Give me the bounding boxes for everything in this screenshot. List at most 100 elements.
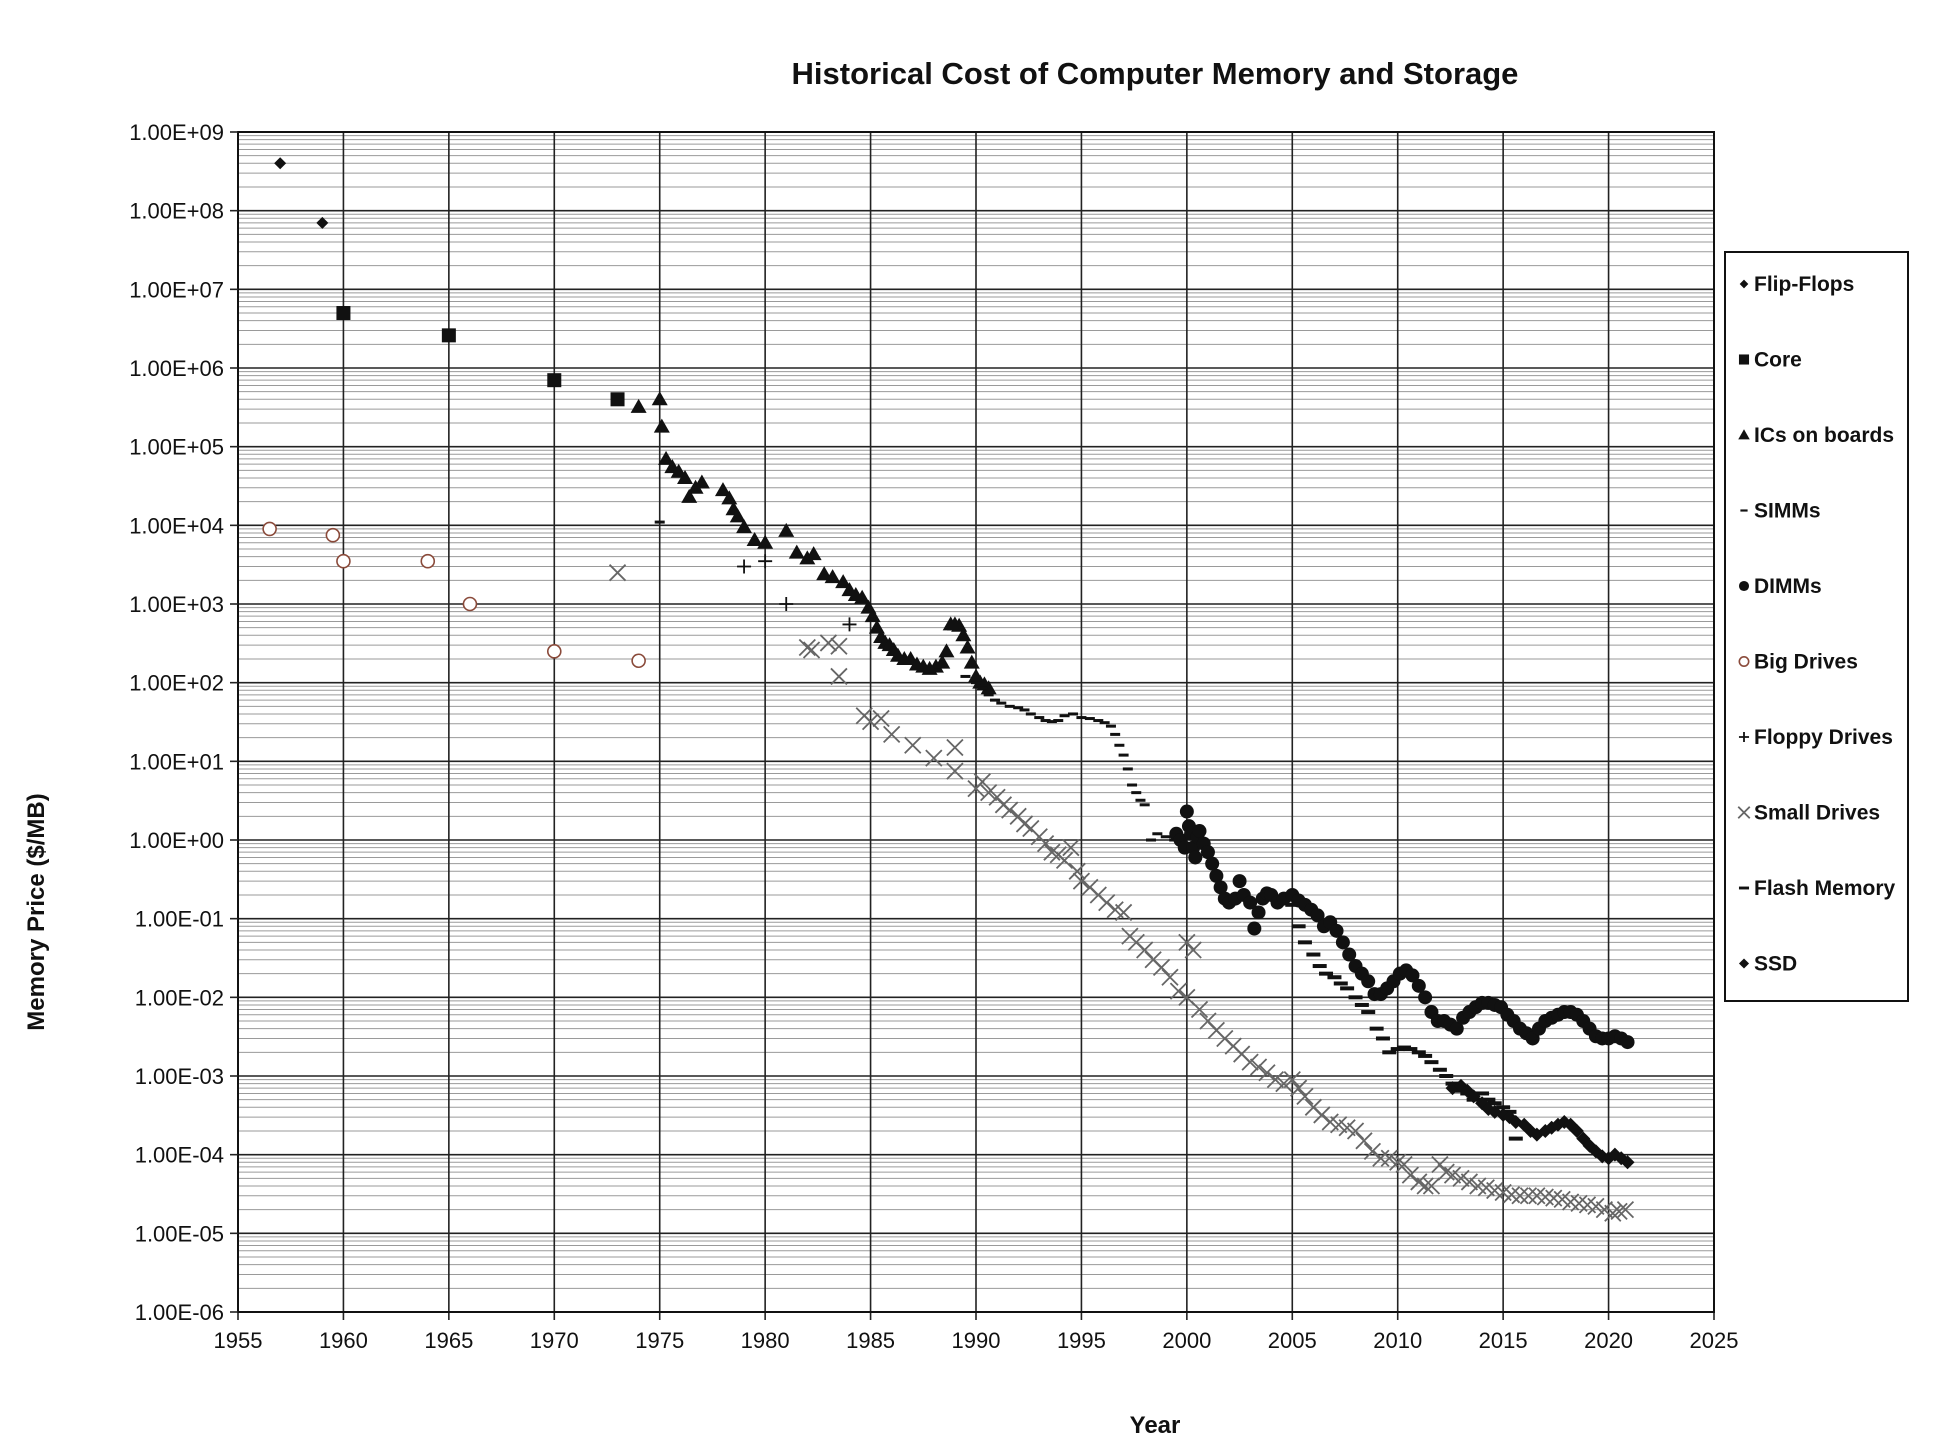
legend-label: SIMMs — [1754, 500, 1821, 523]
data-point — [1160, 835, 1171, 839]
data-point — [835, 574, 852, 589]
data-point — [1179, 804, 1194, 819]
data-point — [721, 490, 738, 505]
y-tick-label: 1.00E+01 — [129, 749, 224, 774]
data-point — [737, 559, 752, 574]
y-axis-label: Memory Price ($/MB) — [23, 793, 50, 1030]
series-simms — [654, 520, 1180, 842]
data-point — [1004, 704, 1015, 708]
x-tick-label: 1955 — [214, 1328, 263, 1353]
data-point — [973, 773, 991, 791]
data-point — [1285, 902, 1300, 907]
data-point — [1127, 783, 1138, 787]
data-point — [959, 639, 976, 654]
data-point — [658, 450, 675, 465]
legend-label: Floppy Drives — [1754, 726, 1893, 749]
x-tick-label: 2015 — [1479, 1328, 1528, 1353]
legend-label: Flip-Flops — [1754, 273, 1854, 296]
data-point — [960, 674, 971, 678]
data-point — [1114, 743, 1125, 747]
data-point — [654, 520, 665, 524]
data-point — [1001, 801, 1019, 819]
y-tick-label: 1.00E+08 — [129, 199, 224, 224]
data-point — [1146, 838, 1157, 842]
data-point — [904, 736, 922, 754]
data-point — [788, 544, 805, 559]
data-point — [798, 638, 816, 657]
data-point — [1738, 580, 1750, 592]
y-tick-label: 1.00E-01 — [135, 907, 224, 932]
series-dimms — [1169, 804, 1635, 1050]
data-point — [1068, 862, 1086, 880]
legend-entry: SIMMs — [1740, 500, 1821, 523]
data-point — [1411, 1050, 1426, 1055]
data-point — [1135, 798, 1146, 802]
data-point — [1422, 1177, 1441, 1195]
data-point — [1432, 1067, 1447, 1072]
data-point — [963, 654, 980, 669]
data-point — [1019, 708, 1030, 712]
data-point — [1062, 838, 1080, 857]
data-point — [1361, 1010, 1376, 1015]
y-tick-label: 1.00E+06 — [129, 356, 224, 381]
data-point — [608, 564, 627, 582]
data-point — [1312, 964, 1327, 969]
data-point — [325, 527, 341, 543]
data-point — [830, 637, 848, 655]
data-point — [980, 784, 998, 802]
data-point — [1604, 1204, 1622, 1222]
data-point — [1152, 832, 1163, 836]
legend: Flip-Flops Core ICs on boards SIMMs DIMMs Big… — [1724, 251, 1909, 1002]
legend-label: Big Drives — [1754, 651, 1858, 674]
legend-label: Small Drives — [1754, 802, 1880, 825]
data-point — [854, 589, 871, 604]
legend-entry: Flash Memory — [1738, 877, 1896, 900]
y-tick-label: 1.00E-06 — [135, 1300, 224, 1325]
data-point — [1536, 1188, 1554, 1206]
legend-box — [1724, 251, 1909, 1002]
data-point — [1291, 924, 1306, 929]
y-tick-label: 1.00E-05 — [135, 1221, 224, 1246]
data-point — [1395, 1155, 1413, 1174]
data-point — [989, 698, 1000, 702]
data-point — [681, 488, 698, 503]
data-point — [1361, 974, 1376, 989]
data-point — [1131, 791, 1142, 795]
y-tick-label: 1.00E+02 — [129, 671, 224, 696]
data-point — [1738, 429, 1750, 440]
data-point — [830, 667, 848, 686]
legend-entry: Big Drives — [1738, 651, 1858, 674]
data-point — [1099, 721, 1110, 725]
data-point — [934, 654, 951, 669]
data-point — [824, 569, 841, 584]
data-point — [1511, 1187, 1529, 1205]
data-point — [1418, 990, 1433, 1005]
data-point — [1178, 933, 1196, 951]
data-point — [1161, 968, 1179, 986]
series-big-drives — [262, 521, 646, 669]
data-point — [955, 627, 972, 642]
x-tick-label: 2005 — [1268, 1328, 1317, 1353]
data-point — [1738, 958, 1750, 969]
data-point — [336, 306, 351, 321]
data-point — [1013, 706, 1024, 710]
data-point — [1401, 1166, 1420, 1184]
y-tick-label: 1.00E-03 — [135, 1064, 224, 1089]
data-point — [938, 643, 955, 658]
data-point — [1313, 1106, 1331, 1124]
data-point — [1439, 1074, 1454, 1078]
data-point — [1403, 1047, 1418, 1052]
y-axis-ticks: 1.00E-06 1.00E-05 1.00E-04 1.00E-03 1.00E-02… — [129, 120, 238, 1325]
data-point — [1437, 1163, 1455, 1181]
data-point — [1335, 935, 1350, 950]
data-point — [746, 532, 763, 547]
data-point — [1545, 1189, 1563, 1207]
data-point — [1067, 712, 1078, 716]
data-point — [1249, 1058, 1268, 1076]
legend-label: ICs on boards — [1754, 424, 1894, 447]
data-point — [262, 521, 277, 537]
y-tick-label: 1.00E+00 — [129, 828, 224, 853]
data-point — [1570, 1194, 1588, 1213]
x-tick-label: 2010 — [1373, 1328, 1422, 1353]
data-point — [1040, 719, 1051, 723]
